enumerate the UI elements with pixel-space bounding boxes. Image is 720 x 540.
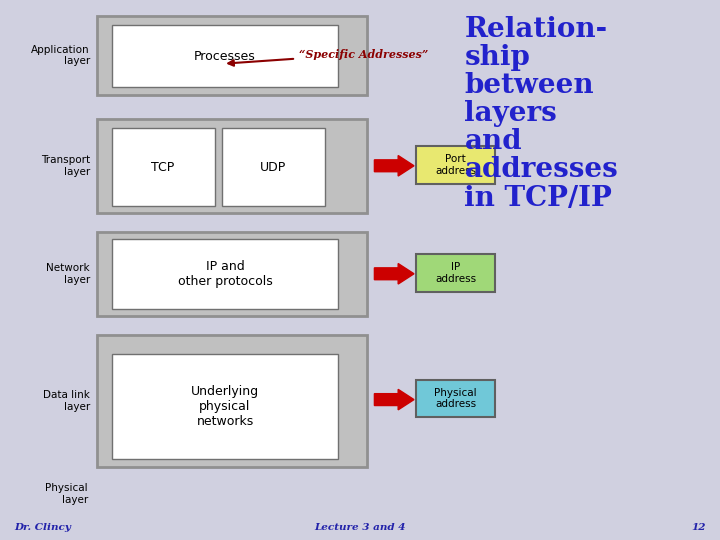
Text: IP and
other protocols: IP and other protocols bbox=[178, 260, 272, 288]
FancyBboxPatch shape bbox=[222, 128, 325, 206]
Text: Network
layer: Network layer bbox=[46, 263, 90, 285]
Text: Processes: Processes bbox=[194, 50, 256, 63]
Text: IP
address: IP address bbox=[435, 262, 477, 284]
FancyArrow shape bbox=[374, 389, 414, 410]
FancyBboxPatch shape bbox=[416, 380, 495, 417]
Text: Lecture 3 and 4: Lecture 3 and 4 bbox=[314, 523, 406, 532]
FancyBboxPatch shape bbox=[112, 128, 215, 206]
FancyBboxPatch shape bbox=[97, 335, 367, 467]
FancyBboxPatch shape bbox=[97, 16, 367, 94]
Text: Application
layer: Application layer bbox=[32, 45, 90, 66]
FancyBboxPatch shape bbox=[112, 354, 338, 459]
Text: Physical
address: Physical address bbox=[434, 388, 477, 409]
FancyBboxPatch shape bbox=[416, 254, 495, 292]
Text: UDP: UDP bbox=[260, 160, 287, 174]
Text: TCP: TCP bbox=[151, 160, 175, 174]
FancyBboxPatch shape bbox=[97, 119, 367, 213]
Text: Data link
layer: Data link layer bbox=[43, 390, 90, 411]
Text: Relation-
ship
between
layers
and
addresses
in TCP/IP: Relation- ship between layers and addres… bbox=[464, 16, 618, 212]
FancyBboxPatch shape bbox=[112, 239, 338, 309]
FancyBboxPatch shape bbox=[416, 146, 495, 184]
Text: Dr. Clincy: Dr. Clincy bbox=[14, 523, 71, 532]
FancyBboxPatch shape bbox=[112, 25, 338, 87]
Text: Physical
layer: Physical layer bbox=[45, 483, 88, 505]
Text: “Specific Addresses”: “Specific Addresses” bbox=[228, 49, 428, 66]
FancyArrow shape bbox=[374, 264, 414, 284]
Text: Transport
layer: Transport layer bbox=[41, 156, 90, 177]
Text: 12: 12 bbox=[691, 523, 706, 532]
FancyArrow shape bbox=[374, 156, 414, 176]
Text: Underlying
physical
networks: Underlying physical networks bbox=[191, 385, 259, 428]
FancyBboxPatch shape bbox=[97, 232, 367, 316]
Text: Port
address: Port address bbox=[435, 154, 477, 176]
